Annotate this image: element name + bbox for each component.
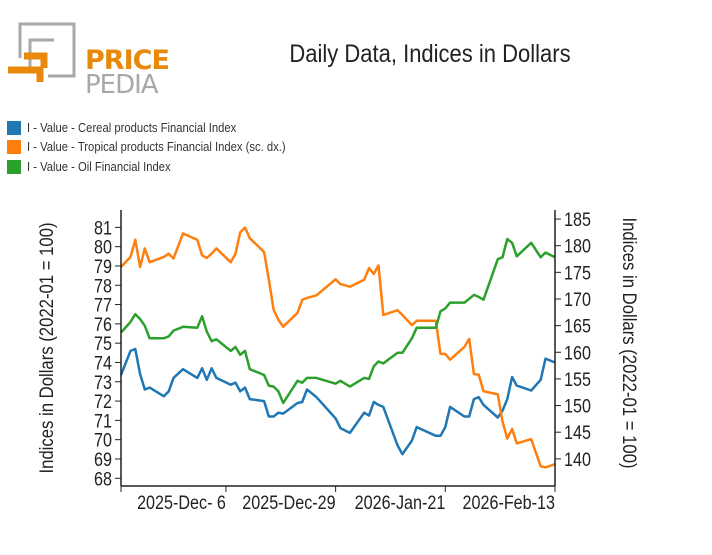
logo-text-pedia: PEDIA	[85, 70, 159, 100]
right-tick-label: 175	[564, 262, 591, 284]
legend-swatch	[7, 140, 21, 155]
logo-mark-icon	[8, 22, 76, 82]
series-line-0	[119, 347, 556, 456]
legend: I - Value - Cereal products Financial In…	[7, 118, 314, 177]
right-tick-label: 160	[564, 342, 591, 364]
right-tick-label: 170	[564, 289, 591, 311]
left-tick-label: 77	[94, 294, 112, 316]
legend-label: I - Value - Oil Financial Index	[27, 159, 171, 174]
left-tick-label: 68	[94, 468, 112, 490]
logo-text-price: PRICE	[85, 45, 170, 76]
x-tick-label: 2025-Dec-29	[242, 492, 335, 514]
x-tick-label: 2026-Feb-13	[463, 492, 556, 514]
legend-label: I - Value - Cereal products Financial In…	[27, 120, 237, 135]
legend-swatch	[7, 159, 21, 174]
legend-item-cereal[interactable]: I - Value - Cereal products Financial In…	[7, 118, 314, 138]
series-line-1	[120, 226, 556, 469]
legend-item-tropical[interactable]: I - Value - Tropical products Financial …	[7, 138, 314, 158]
chart-title: Daily Data, Indices in Dollars	[289, 40, 571, 68]
legend-item-oil[interactable]: I - Value - Oil Financial Index	[7, 157, 314, 177]
pricepedia-logo: PRICE PEDIA	[6, 20, 170, 100]
left-tick-label: 69	[94, 449, 112, 471]
series-line-2	[120, 237, 556, 405]
right-tick-label: 145	[564, 422, 591, 444]
right-axis-title: Indices in Dollars (2022-01 = 100)	[619, 217, 640, 468]
left-tick-label: 80	[94, 236, 112, 258]
left-tick-label: 76	[94, 314, 112, 336]
right-tick-label: 180	[564, 235, 591, 257]
left-axis-title: Indices in Dollars (2022-01 = 100)	[36, 222, 57, 473]
right-tick-label: 165	[564, 315, 591, 337]
left-tick-label: 79	[94, 256, 112, 278]
right-tick-label: 150	[564, 395, 591, 417]
left-tick-label: 74	[94, 352, 112, 374]
right-tick-label: 140	[564, 449, 591, 471]
legend-label: I - Value - Tropical products Financial …	[27, 140, 286, 155]
x-tick-label: 2026-Jan-21	[355, 492, 446, 514]
left-tick-label: 81	[94, 217, 112, 239]
right-tick-label: 155	[564, 369, 591, 391]
left-tick-label: 70	[94, 429, 112, 451]
legend-swatch	[7, 120, 21, 135]
left-tick-label: 71	[94, 410, 112, 432]
left-tick-label: 75	[94, 333, 112, 355]
left-tick-label: 73	[94, 372, 112, 394]
left-tick-label: 78	[94, 275, 112, 297]
x-tick-label: 2025-Dec- 6	[137, 492, 226, 514]
right-tick-label: 185	[564, 209, 591, 231]
left-tick-label: 72	[94, 391, 112, 413]
